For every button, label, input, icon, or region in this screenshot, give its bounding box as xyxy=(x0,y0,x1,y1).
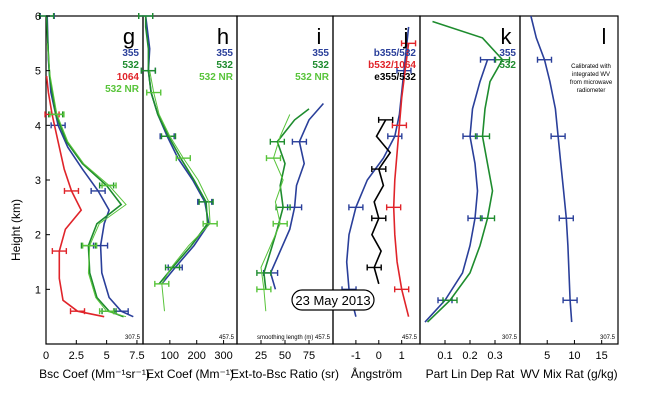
corner-note: 457.5 xyxy=(219,335,235,341)
series-line-532-nr xyxy=(260,114,291,312)
series-line-532 xyxy=(144,16,209,285)
series-line-355 xyxy=(424,59,489,323)
series-line-532 xyxy=(426,20,504,323)
x-tick-label: 50 xyxy=(279,350,291,362)
x-tick-label: 0 xyxy=(43,350,49,362)
legend-entry: 532 NR xyxy=(295,72,330,83)
panel-letter: i xyxy=(317,24,322,49)
series-line-355 xyxy=(46,15,134,318)
annotation-line: radiometer xyxy=(577,88,606,94)
x-tick-label: 1 xyxy=(399,350,405,362)
series-line-e355-532 xyxy=(371,119,392,285)
y-tick-label: 2 xyxy=(35,230,41,242)
x-tick-label: 25 xyxy=(255,350,267,362)
series-line-532 xyxy=(263,108,310,290)
legend-entry: 355 xyxy=(122,48,139,59)
x-axis-label: Ångström xyxy=(351,366,402,381)
y-tick-label: 4 xyxy=(35,120,41,132)
y-tick-label: 3 xyxy=(35,175,41,187)
panel-l: 5 10 15 WV Mix Rat (g/kg) l Calibrated with in… xyxy=(519,15,619,381)
legend-entry: 355 xyxy=(216,48,233,59)
series-line-355 xyxy=(144,15,210,285)
series-line-532 xyxy=(45,15,124,318)
x-axis-label: Ext-to-Bsc Ratio (sr) xyxy=(231,367,339,381)
x-tick-label: 0.2 xyxy=(462,350,477,362)
x-tick-label: 75 xyxy=(303,350,315,362)
x-axis-label: WV Mix Rat (g/kg) xyxy=(520,367,617,381)
date-badge-frame xyxy=(291,289,375,311)
series-line-b532-1064 xyxy=(392,43,410,317)
x-tick-label: 200 xyxy=(188,350,206,362)
legend-entry: 532 xyxy=(312,60,329,71)
panel-letter: l xyxy=(602,24,607,49)
legend-entry: 355 xyxy=(499,48,516,59)
corner-note: 307.5 xyxy=(600,335,616,341)
x-tick-label: 7.5 xyxy=(129,350,144,362)
x-axis-label: Bsc Coef (Mm⁻¹sr⁻¹) xyxy=(39,367,150,381)
corner-note: smoothing length (m) 457.5 xyxy=(257,335,331,341)
x-tick-label: 0.1 xyxy=(437,350,452,362)
series-line-532-nr xyxy=(149,70,211,312)
annotation-line: integrated WV xyxy=(572,72,610,78)
legend-entry: 532 xyxy=(499,60,516,71)
x-tick-label: 300 xyxy=(214,350,232,362)
y-tick-label: 5 xyxy=(35,66,41,78)
x-tick-label: 15 xyxy=(596,350,608,362)
y-tick-label: 6 xyxy=(35,11,41,23)
legend-entry: 532 NR xyxy=(199,72,234,83)
y-tick-label: 1 xyxy=(35,284,41,296)
panel-letter: k xyxy=(501,24,513,49)
x-axis-label: Ext Coef (Mm⁻¹) xyxy=(146,367,234,381)
legend-entry: e355/532 xyxy=(374,72,416,83)
x-tick-label: -1 xyxy=(351,350,361,362)
series-line-355 xyxy=(269,102,325,290)
legend-entry: b532/1064 xyxy=(368,60,416,71)
x-tick-label: 100 xyxy=(161,350,179,362)
legend-entry: 355 xyxy=(312,48,329,59)
annotation-line: from microwave xyxy=(570,80,613,86)
legend-entry: 532 xyxy=(216,60,233,71)
legend-entry: 1064 xyxy=(117,72,140,83)
panel-letter: g xyxy=(123,24,135,49)
annotation-line: Calibrated with xyxy=(571,64,611,70)
y-axis-ticks: 1 2 3 4 5 6 xyxy=(35,11,50,296)
panel-letter: h xyxy=(217,24,229,49)
x-axis-label: Part Lin Dep Rat xyxy=(426,367,515,381)
x-tick-label: 0 xyxy=(376,350,382,362)
x-tick-label: 2.5 xyxy=(69,350,84,362)
date-badge: 23 May 2013 xyxy=(291,289,375,311)
panel-frame xyxy=(519,15,619,345)
x-tick-label: 5 xyxy=(104,350,110,362)
date-label: 23 May 2013 xyxy=(295,293,370,308)
legend-entry: 532 NR xyxy=(105,84,140,95)
y-axis-label: Height (km) xyxy=(9,199,23,261)
x-tick-label: 10 xyxy=(568,350,580,362)
corner-note: 307.5 xyxy=(502,335,518,341)
legend-entry: b355/532 xyxy=(374,48,417,59)
corner-note: 457.5 xyxy=(402,335,418,341)
corner-note: 307.5 xyxy=(125,335,141,341)
x-tick-label: 5 xyxy=(544,350,550,362)
x-tick-label: 0.3 xyxy=(487,350,502,362)
panel-letter: j xyxy=(403,24,409,49)
legend-entry: 532 xyxy=(122,60,139,71)
